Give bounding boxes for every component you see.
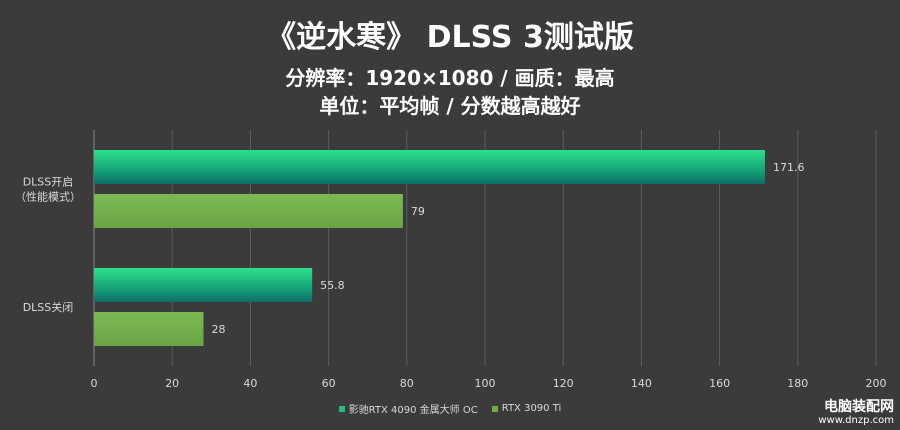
legend-swatch-series-1 — [491, 405, 498, 412]
watermark: 电脑装配网 www.dnzp.com — [818, 398, 894, 426]
x-tick-label-60: 60 — [322, 377, 336, 390]
bar-0-series-0 — [94, 150, 765, 184]
category-label-1: DLSS关闭 — [23, 300, 74, 314]
x-tick-label-40: 40 — [243, 377, 257, 390]
x-tick-label-100: 100 — [475, 377, 496, 390]
watermark-url: www.dnzp.com — [818, 415, 894, 426]
x-tick-label-140: 140 — [631, 377, 652, 390]
watermark-name: 电脑装配网 — [824, 398, 894, 415]
category-label-0-line-0: DLSS开启 — [23, 176, 74, 189]
legend-item-series-0: 影驰RTX 4090 金属大师 OC — [338, 401, 478, 416]
data-label-0-series-0: 171.6 — [773, 161, 805, 174]
x-tick-label-0: 0 — [91, 377, 98, 390]
data-label-0-series-1: 79 — [411, 205, 425, 218]
chart-title: 《逆水寒》 DLSS 3测试版 — [266, 20, 634, 55]
legend-label-series-1: RTX 3090 Ti — [501, 403, 562, 414]
x-tick-label-160: 160 — [709, 377, 730, 390]
bar-1-series-0 — [94, 268, 313, 302]
chart-subtitle-unit: 单位：平均帧 / 分数越高越好 — [319, 94, 581, 118]
data-label-1-series-1: 28 — [211, 323, 225, 336]
legend-label-series-0: 影驰RTX 4090 金属大师 OC — [348, 405, 478, 416]
x-tick-label-20: 20 — [165, 377, 179, 390]
bar-0-series-1 — [94, 194, 403, 228]
x-tick-label-180: 180 — [787, 377, 808, 390]
x-tick-label-80: 80 — [400, 377, 414, 390]
legend-swatch-series-0 — [338, 405, 345, 412]
x-tick-label-120: 120 — [553, 377, 574, 390]
chart-subtitle-resolution: 分辨率：1920×1080 / 画质：最高 — [285, 66, 615, 90]
legend-item-series-1: RTX 3090 Ti — [491, 401, 562, 416]
bar-1-series-1 — [94, 312, 204, 346]
data-label-1-series-0: 55.8 — [320, 279, 345, 292]
x-tick-label-200: 200 — [866, 377, 887, 390]
category-label-0-line-1: （性能模式） — [15, 190, 81, 204]
chart-legend: 影驰RTX 4090 金属大师 OC RTX 3090 Ti — [0, 401, 900, 416]
